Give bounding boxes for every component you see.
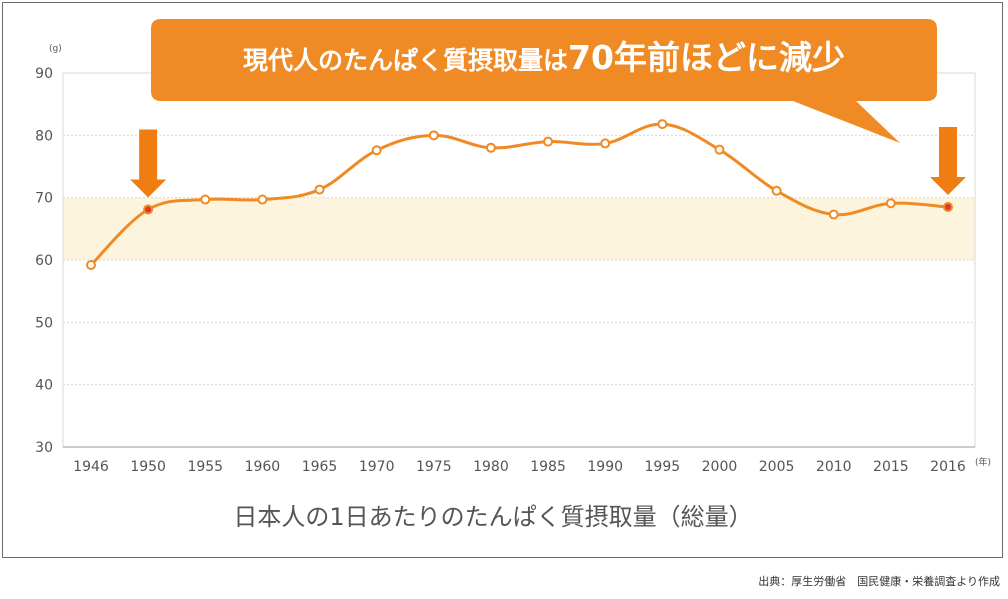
x-tick-label-1985: 1985	[530, 459, 566, 475]
x-tick-label-2000: 2000	[702, 459, 738, 475]
title-normal: 現代人のたんぱく質摂取量は	[243, 46, 568, 75]
y-tick-label-50: 50	[35, 315, 53, 331]
x-unit-label: (年)	[975, 456, 991, 468]
x-tick-label-1946: 1946	[73, 459, 109, 475]
x-tick-label-1970: 1970	[359, 459, 395, 475]
x-tick-label-2010: 2010	[816, 459, 852, 475]
y-tick-label-60: 60	[35, 253, 53, 269]
chart-frame: 30 40 50 60 70 80 90 1946 1950 1955 1960 1965 1970 1…	[2, 2, 1003, 558]
x-tick-label-1955: 1955	[187, 459, 223, 475]
x-tick-label-1960: 1960	[245, 459, 281, 475]
source-note: 出典：厚生労働省 国民健康・栄養調査より作成	[758, 574, 1000, 588]
data-point-2005	[771, 185, 782, 196]
series-line	[89, 122, 949, 267]
y-tick-label-30: 30	[35, 440, 53, 456]
line-chart: 30 40 50 60 70 80 90 1946 1950 1955 1960 1965 1970 1…	[35, 19, 991, 531]
data-point-1970	[371, 145, 382, 156]
x-tick-label-2005: 2005	[759, 459, 795, 475]
source-text: 出典：厚生労働省 国民健康・栄養調査より作成	[758, 574, 1000, 588]
chart-title: 現代人のたんぱく質摂取量は70年前ほどに減少	[243, 38, 845, 77]
data-point-2000	[714, 144, 725, 155]
y-tick-label-40: 40	[35, 378, 53, 394]
y-tick-label-70: 70	[35, 191, 53, 207]
highlight-band	[63, 197, 975, 260]
x-tick-label-1990: 1990	[587, 459, 623, 475]
y-unit-label: (g)	[49, 44, 62, 54]
data-point-1960	[257, 194, 268, 205]
data-point-1985	[543, 136, 554, 147]
arrow-down-icon-1950	[130, 129, 167, 198]
x-tick-label-1980: 1980	[473, 459, 509, 475]
x-tick-label-2015: 2015	[873, 459, 909, 475]
chart-caption: 日本人の1日あたりのたんぱく質摂取量（総量）	[233, 503, 752, 531]
data-point-1950	[143, 204, 154, 215]
data-point-1990	[600, 138, 611, 149]
data-point-2010	[828, 209, 839, 220]
data-point-1955	[200, 194, 211, 205]
x-tick-label-1950: 1950	[130, 459, 166, 475]
x-tick-label-1975: 1975	[416, 459, 452, 475]
data-point-1975	[428, 130, 439, 141]
x-tick-label-1965: 1965	[302, 459, 338, 475]
banner-bubble	[151, 19, 937, 143]
title-emphasis: 70年前ほどに減少	[568, 38, 845, 77]
data-point-1946	[86, 259, 96, 270]
data-point-2016	[943, 202, 953, 213]
data-point-1995	[657, 119, 668, 130]
title-banner: 現代人のたんぱく質摂取量は70年前ほどに減少	[151, 19, 937, 143]
data-point-1980	[485, 142, 496, 153]
data-point-2015	[885, 198, 896, 209]
arrow-down-icon-2016	[930, 127, 966, 196]
y-tick-label-80: 80	[35, 128, 53, 144]
y-tick-label-90: 90	[35, 66, 53, 82]
x-tick-label-2016: 2016	[930, 459, 966, 475]
data-point-1965	[314, 184, 325, 195]
x-tick-label-1995: 1995	[645, 459, 681, 475]
